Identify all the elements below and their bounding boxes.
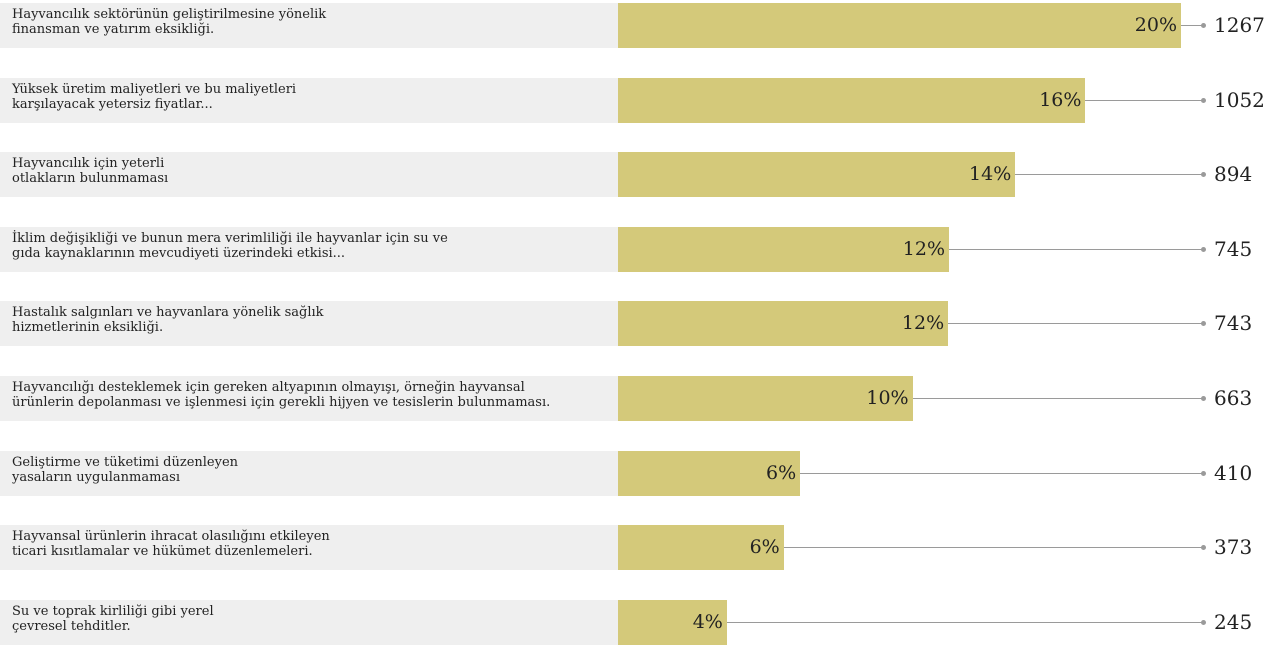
percent-label: 16% [1039, 88, 1082, 111]
value-label: 894 [1214, 162, 1253, 187]
category-label-background [0, 376, 618, 421]
leader-line [726, 621, 1203, 623]
category-label-background [0, 450, 618, 496]
leader-dot [1201, 23, 1206, 28]
leader-dot [1201, 97, 1206, 103]
leader-dot [1201, 321, 1206, 327]
percent-label: 12% [902, 237, 946, 260]
bar [618, 3, 1181, 48]
category-label: Hayvancılık için yeterli otlakların bulu… [12, 156, 169, 187]
bar-row: Hayvancılık için yeterli otlakların bulu… [0, 152, 1276, 198]
percent-label: 6% [749, 536, 780, 559]
value-label: 373 [1214, 535, 1253, 560]
category-label: Su ve toprak kirliliği gibi yerel çevres… [12, 603, 214, 634]
leader-line [949, 248, 1203, 250]
bar-row: Yüksek üretim maliyetleri ve bu maliyetl… [0, 77, 1276, 123]
category-label-background [0, 77, 618, 123]
category-label: Hayvancılık sektörünün geliştirilmesine … [12, 7, 327, 37]
bar-row: Su ve toprak kirliliği gibi yerel çevres… [0, 599, 1276, 645]
category-label-background [0, 525, 618, 571]
category-label: Geliştirme ve tüketimi düzenleyen yasala… [12, 454, 239, 485]
leader-line [783, 547, 1203, 549]
category-label: İklim değişikliği ve bunun mera verimlil… [12, 230, 448, 261]
category-label-background [0, 152, 618, 198]
leader-dot [1201, 619, 1206, 625]
category-label: Hayvancılığı desteklemek için gereken al… [12, 380, 551, 410]
value-label: 745 [1214, 236, 1253, 261]
leader-line [948, 323, 1203, 325]
bar [618, 376, 913, 421]
percent-label: 4% [692, 610, 723, 633]
leader-dot [1201, 172, 1206, 178]
leader-line [1085, 99, 1203, 101]
bar [618, 301, 949, 347]
bar-row: Geliştirme ve tüketimi düzenleyen yasala… [0, 450, 1276, 496]
bar [618, 226, 950, 272]
bar [618, 525, 784, 571]
leader-line [1181, 25, 1203, 26]
leader-line [912, 398, 1203, 399]
bar-row: İklim değişikliği ve bunun mera verimlil… [0, 226, 1276, 272]
leader-dot [1201, 545, 1206, 551]
percent-label: 6% [766, 461, 797, 484]
bar [618, 77, 1086, 123]
category-label-background [0, 599, 618, 645]
leader-line [800, 472, 1203, 474]
category-label: Hastalık salgınları ve hayvanlara yöneli… [12, 305, 324, 336]
bar [618, 152, 1016, 198]
category-label: Yüksek üretim maliyetleri ve bu maliyetl… [12, 81, 297, 112]
category-label-background [0, 3, 618, 48]
percent-label: 20% [1134, 14, 1177, 36]
bar-row: Hayvancılığı desteklemek için gereken al… [0, 376, 1276, 421]
percent-label: 14% [969, 163, 1012, 186]
value-label: 1052 [1214, 87, 1265, 112]
percent-label: 10% [866, 387, 909, 409]
value-label: 743 [1214, 311, 1253, 336]
value-label: 1267 [1214, 13, 1265, 37]
category-label: Hayvansal ürünlerin ihracat olasılığını … [12, 529, 330, 560]
bar [618, 599, 727, 645]
percent-label: 12% [901, 312, 945, 335]
value-label: 245 [1214, 609, 1253, 634]
bar [618, 450, 801, 496]
leader-line [1015, 174, 1203, 176]
bar-row: Hayvansal ürünlerin ihracat olasılığını … [0, 525, 1276, 571]
category-label-background [0, 226, 618, 272]
value-label: 410 [1214, 460, 1253, 485]
leader-dot [1201, 246, 1206, 252]
bar-row: Hayvancılık sektörünün geliştirilmesine … [0, 3, 1276, 48]
leader-dot [1201, 470, 1206, 476]
bar-row: Hastalık salgınları ve hayvanlara yöneli… [0, 301, 1276, 347]
value-label: 663 [1214, 386, 1253, 410]
leader-dot [1201, 396, 1206, 401]
category-label-background [0, 301, 618, 347]
